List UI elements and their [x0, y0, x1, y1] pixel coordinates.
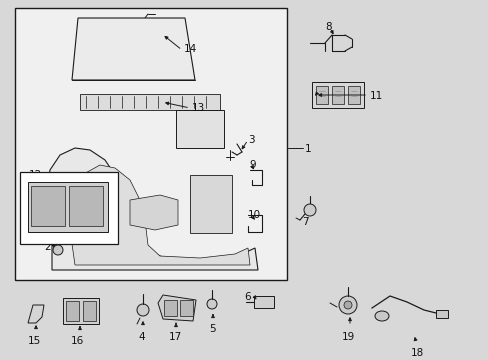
Text: 7: 7 [302, 217, 308, 227]
Bar [347, 86, 359, 104]
Bar [31, 186, 65, 226]
Text: 4: 4 [138, 332, 144, 342]
Circle shape [304, 204, 315, 216]
Text: 14: 14 [183, 44, 197, 54]
Text: 15: 15 [28, 336, 41, 346]
Text: 19: 19 [341, 332, 354, 342]
Bar [83, 301, 96, 321]
Bar [63, 298, 99, 324]
Bar [311, 82, 363, 108]
Text: 9: 9 [248, 160, 255, 170]
Text: 16: 16 [71, 336, 84, 346]
Text: 18: 18 [410, 348, 424, 358]
Bar [331, 86, 343, 104]
Circle shape [338, 296, 356, 314]
Polygon shape [130, 195, 178, 230]
Bar [163, 300, 177, 316]
Text: 6: 6 [244, 292, 250, 302]
Polygon shape [45, 148, 258, 270]
Bar [180, 300, 193, 316]
Bar [28, 182, 108, 232]
Bar [435, 310, 447, 318]
Text: 11: 11 [369, 91, 383, 101]
Polygon shape [158, 295, 196, 321]
Bar [190, 175, 231, 233]
Text: 5: 5 [208, 324, 215, 334]
Bar [69, 186, 103, 226]
Circle shape [53, 245, 63, 255]
Polygon shape [28, 305, 44, 323]
Polygon shape [72, 18, 195, 80]
Text: 8: 8 [325, 22, 331, 32]
Circle shape [206, 299, 217, 309]
Bar [20, 172, 118, 244]
Text: 13: 13 [192, 103, 205, 113]
Bar [253, 296, 273, 308]
Circle shape [343, 301, 351, 309]
Bar [315, 86, 327, 104]
Bar [15, 8, 286, 280]
Ellipse shape [374, 311, 388, 321]
Text: 2: 2 [44, 242, 51, 252]
Text: 1: 1 [305, 144, 311, 154]
Bar [66, 301, 79, 321]
Circle shape [137, 304, 149, 316]
Text: 12: 12 [29, 170, 42, 180]
Text: 3: 3 [247, 135, 254, 145]
Text: 10: 10 [247, 210, 261, 220]
Polygon shape [70, 165, 249, 265]
Bar [80, 94, 220, 110]
Bar [176, 110, 224, 148]
Text: 17: 17 [169, 332, 182, 342]
